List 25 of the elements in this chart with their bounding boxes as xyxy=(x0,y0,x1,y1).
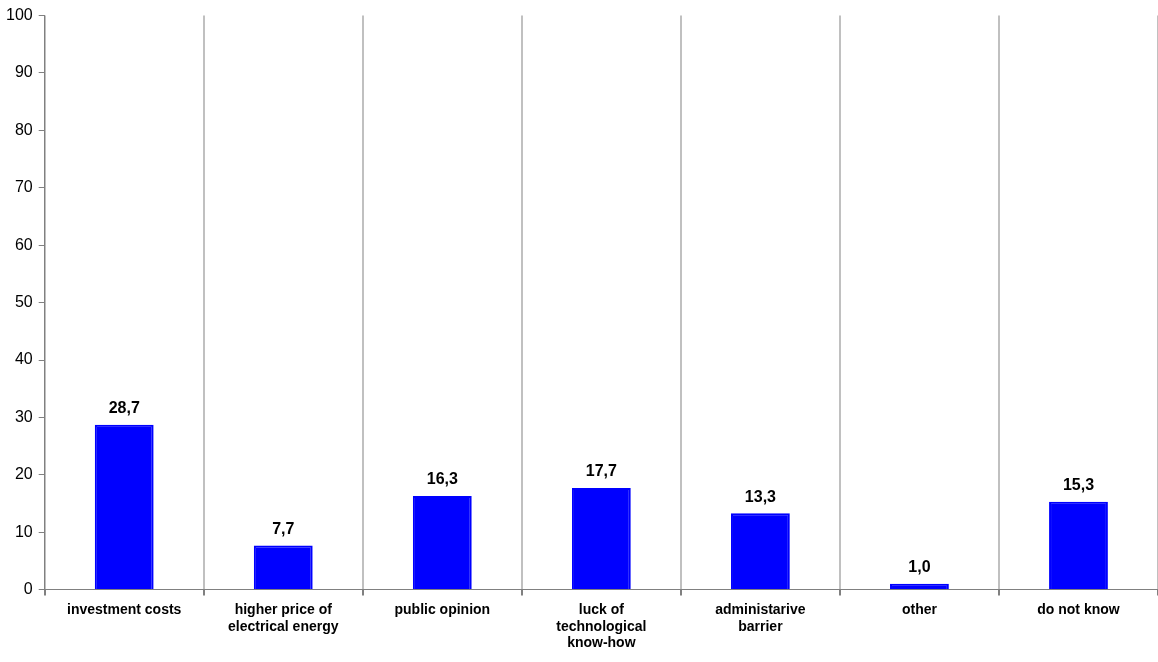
y-tick-label: 100 xyxy=(5,6,33,24)
data-label: 17,7 xyxy=(585,462,618,480)
data-label: 1,0 xyxy=(908,558,931,576)
y-tick-label: 80 xyxy=(14,120,33,138)
x-tick-label: public opinion xyxy=(394,600,491,617)
y-tick-label: 20 xyxy=(14,465,33,483)
data-label: 7,7 xyxy=(272,519,295,537)
y-tick-label: 50 xyxy=(14,293,33,311)
y-tick-label: 60 xyxy=(14,235,33,253)
x-tick-label: investment costs xyxy=(67,600,182,617)
y-tick-label: 70 xyxy=(14,178,33,196)
x-tick-label: luck of technological know-how xyxy=(556,600,647,651)
y-tick-label: 40 xyxy=(14,350,33,368)
x-tick-label: higher price of electrical energy xyxy=(228,600,339,634)
y-tick-label: 30 xyxy=(14,407,33,425)
x-tick-label: administarive barrier xyxy=(715,600,806,634)
x-tick-label: other xyxy=(901,600,938,617)
y-tick-label: 90 xyxy=(14,63,33,81)
data-label: 16,3 xyxy=(426,470,458,488)
data-label: 15,3 xyxy=(1062,476,1095,494)
data-label: 28,7 xyxy=(108,399,140,417)
data-label: 13,3 xyxy=(744,487,777,505)
x-tick-label: do not know xyxy=(1037,600,1120,617)
y-tick-label: 0 xyxy=(23,580,33,598)
y-tick-label: 10 xyxy=(14,522,33,540)
